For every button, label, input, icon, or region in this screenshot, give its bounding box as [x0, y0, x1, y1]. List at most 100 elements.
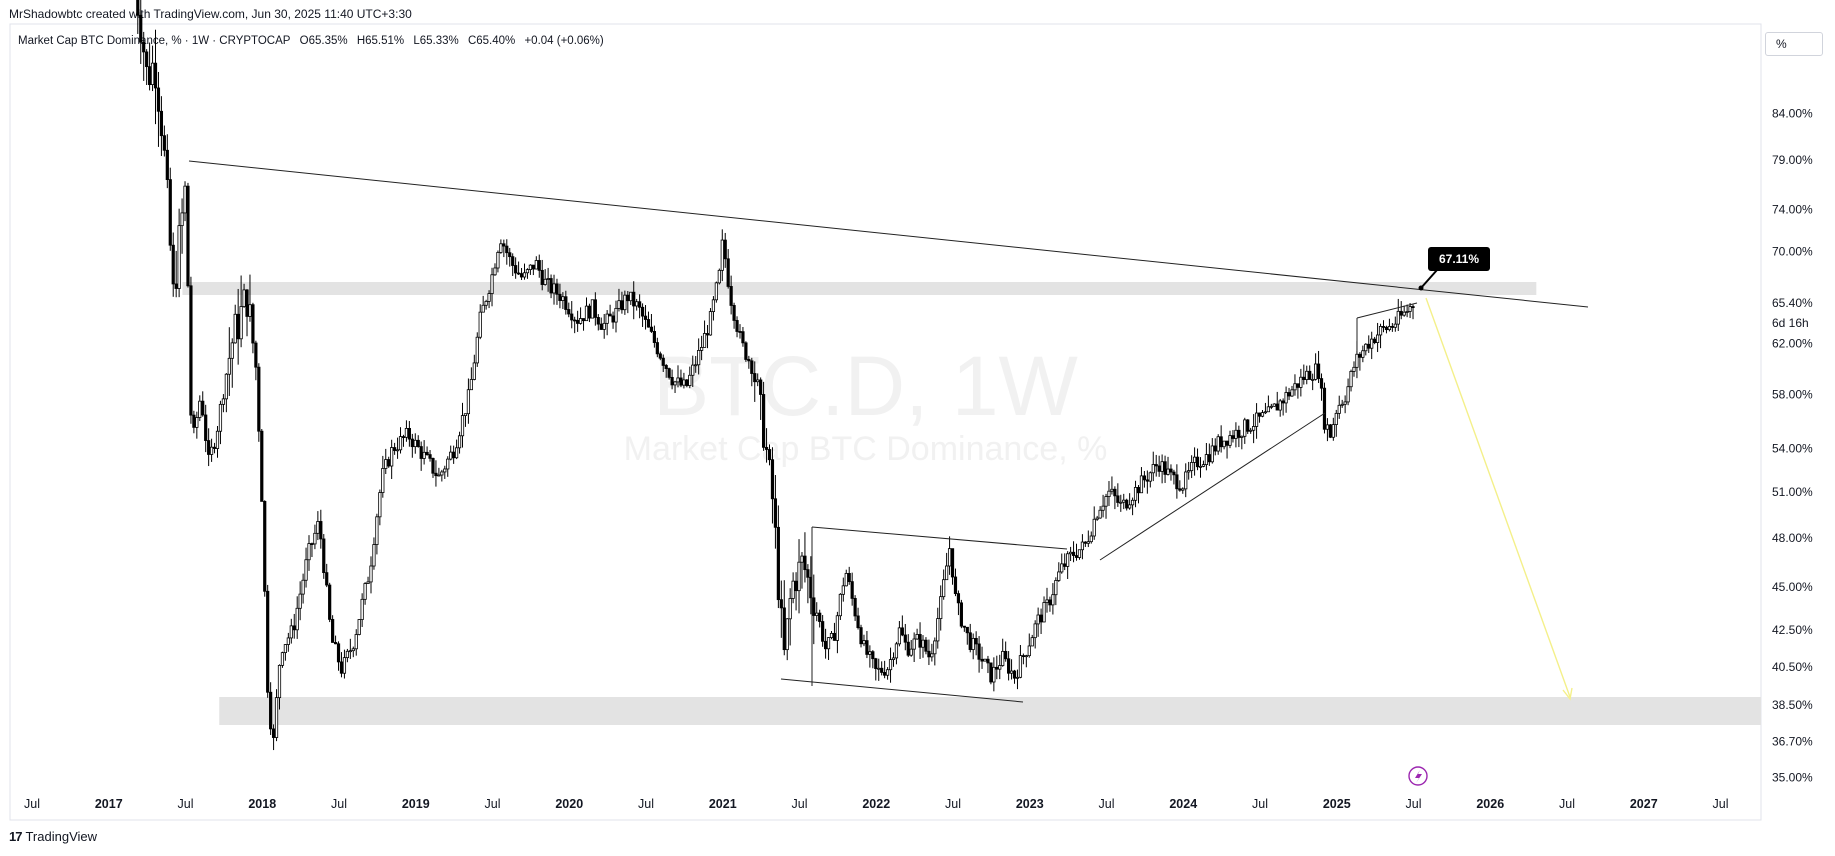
candle-body: [1260, 412, 1265, 417]
candle-body: [1163, 461, 1167, 475]
candle-body: [372, 544, 376, 567]
candle-body: [183, 185, 187, 214]
callout-pointer: [1420, 269, 1438, 289]
candle-body: [638, 301, 642, 308]
percent-scale-button[interactable]: %: [1765, 32, 1823, 56]
descending-resistance-trendline[interactable]: [188, 160, 1589, 308]
candle-body: [903, 634, 907, 643]
x-tick-label: Jul: [945, 797, 961, 811]
candle-body: [608, 313, 612, 317]
candle-body: [153, 62, 158, 89]
candle-body: [1187, 470, 1191, 473]
candle-body: [1195, 456, 1200, 468]
candle-body: [950, 548, 955, 578]
candle-body: [1033, 623, 1037, 639]
candle-body: [1172, 471, 1176, 476]
candle-body: [776, 526, 780, 601]
candle-body: [877, 667, 881, 670]
candle-body: [883, 672, 887, 676]
candle-body: [1107, 490, 1111, 497]
candle-body: [711, 299, 716, 312]
countdown-label: 6d 16h: [1772, 316, 1809, 330]
range-bottom-line[interactable]: [780, 678, 1024, 703]
candle-body: [366, 581, 370, 584]
candle-body: [756, 379, 760, 383]
tradingview-logo: 17 TradingView: [9, 829, 97, 844]
x-tick-label: Jul: [331, 797, 347, 811]
candle-body: [891, 657, 896, 660]
candle-body: [573, 319, 577, 322]
candle-body: [750, 360, 754, 374]
candle-body: [384, 459, 388, 469]
candle-body: [590, 299, 594, 319]
candle-body: [221, 398, 226, 405]
candle-body: [1030, 637, 1034, 647]
range-top-line[interactable]: [811, 526, 1068, 550]
candle-body: [156, 87, 161, 112]
candle-body: [322, 538, 326, 574]
candle-body: [593, 299, 597, 318]
candle-body: [466, 389, 471, 415]
rising-support-trendline[interactable]: [1099, 412, 1326, 561]
tradingview-brand: TradingView: [25, 829, 98, 844]
callout-label: 67.11%: [1439, 252, 1479, 266]
resistance-zone[interactable]: [182, 282, 1537, 295]
candle-body: [576, 319, 580, 324]
candle-body: [1181, 488, 1185, 491]
candle-body: [1092, 518, 1096, 537]
candle-body: [1263, 411, 1268, 414]
candle-body: [552, 283, 556, 294]
candle-body: [868, 651, 872, 655]
candle-body: [180, 212, 184, 227]
candle-body: [413, 439, 417, 448]
candle-body: [564, 296, 568, 310]
candle-body: [1316, 363, 1321, 379]
candle-body: [508, 252, 512, 258]
candle-body: [1355, 353, 1359, 368]
callout-badge[interactable]: [1428, 247, 1490, 271]
candle-body: [360, 598, 364, 620]
candle-body: [764, 446, 769, 450]
candle-body: [198, 400, 202, 418]
candle-body: [481, 304, 485, 313]
candle-body: [319, 521, 323, 540]
support-zone[interactable]: [219, 697, 1761, 725]
candle-body: [1154, 464, 1158, 467]
candle-body: [1373, 338, 1377, 343]
wedge-top-line[interactable]: [1356, 302, 1418, 319]
candle-body: [1293, 383, 1297, 391]
y-tick-label: 35.00%: [1772, 771, 1813, 785]
candle-body: [310, 543, 314, 545]
candle-body: [912, 638, 916, 650]
symbol-name[interactable]: Market Cap BTC Dominance, % · 1W · CRYPT…: [18, 35, 291, 47]
candle-body: [558, 293, 562, 301]
candle-body: [1077, 549, 1082, 558]
candle-body: [1234, 429, 1238, 439]
candle-body: [1157, 465, 1161, 472]
lightning-icon[interactable]: [1408, 766, 1428, 786]
candle-body: [1207, 454, 1211, 463]
candle-body: [1201, 464, 1206, 467]
candle-body: [1051, 594, 1055, 606]
candle-body: [209, 446, 214, 455]
candle-body: [1142, 475, 1147, 481]
candle-body: [525, 269, 530, 274]
candle-body: [1213, 445, 1217, 452]
y-tick-label: 38.50%: [1772, 698, 1813, 712]
candle-body: [989, 662, 993, 683]
candle-body: [1021, 655, 1025, 658]
symbol-legend[interactable]: Market Cap BTC Dominance, % · 1W · CRYPT…: [18, 35, 610, 47]
candle-body: [767, 449, 772, 461]
candle-body: [723, 239, 727, 260]
candle-body: [567, 309, 571, 315]
candle-body: [1352, 366, 1356, 372]
candle-body: [1322, 387, 1327, 430]
watermark-ticker: BTC.D, 1W: [653, 339, 1078, 433]
projection-arrow[interactable]: [1425, 297, 1571, 698]
candle-body: [658, 353, 662, 359]
candle-body: [841, 585, 845, 595]
candle-body: [298, 593, 302, 609]
candle-body: [502, 243, 506, 247]
candle-body: [499, 243, 503, 253]
